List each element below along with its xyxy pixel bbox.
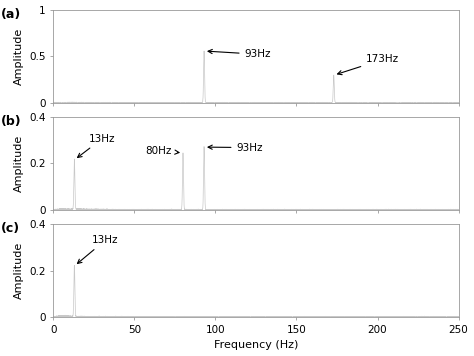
Y-axis label: Amplitude: Amplitude — [14, 242, 24, 299]
Text: 93Hz: 93Hz — [208, 49, 271, 59]
Text: 173Hz: 173Hz — [337, 54, 399, 75]
Text: 13Hz: 13Hz — [77, 235, 118, 263]
Text: 93Hz: 93Hz — [208, 142, 263, 153]
Text: (b): (b) — [0, 115, 21, 128]
Y-axis label: Amplitude: Amplitude — [14, 135, 24, 192]
Text: 13Hz: 13Hz — [78, 134, 116, 157]
Text: 80Hz: 80Hz — [146, 146, 179, 156]
X-axis label: Frequency (Hz): Frequency (Hz) — [214, 340, 298, 350]
Text: (c): (c) — [0, 222, 20, 235]
Text: (a): (a) — [0, 8, 21, 21]
Y-axis label: Amplitude: Amplitude — [14, 27, 24, 85]
